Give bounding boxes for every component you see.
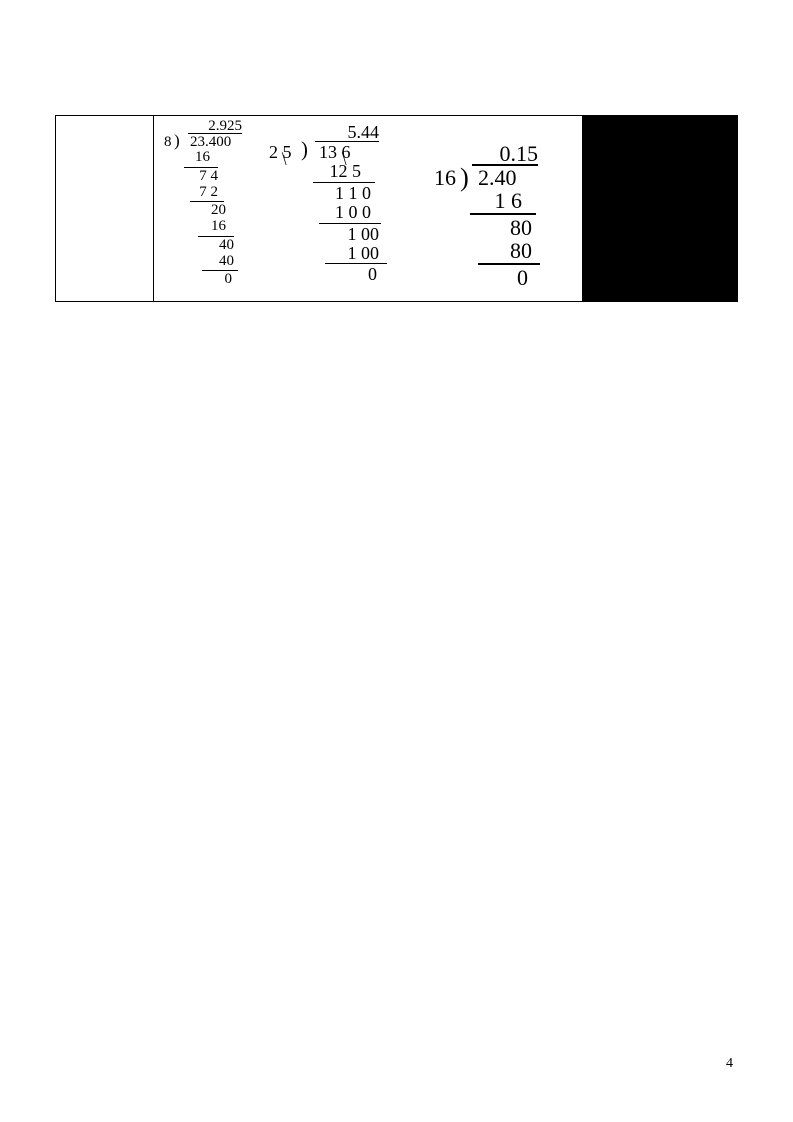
step: 20 (164, 203, 254, 219)
step: 0 (434, 266, 564, 289)
step: 16 (164, 219, 254, 235)
divisor: 8 (164, 134, 172, 151)
step: 0 (269, 265, 409, 284)
table-right-cell: 2.925 8 ) 23.400 16 7 4 7 2 20 16 40 (154, 116, 737, 301)
step: 1 0 0 (269, 203, 409, 222)
division-bracket: ) (174, 131, 180, 151)
division-bracket: ) (460, 162, 469, 193)
long-division-1: 2.925 8 ) 23.400 16 7 4 7 2 20 16 40 (164, 118, 254, 288)
long-division-2: 5.44 2 5 ╲ ) 13 6 ╲ 12 5 1 1 0 1 0 0 1 0… (269, 122, 409, 284)
long-division-3: 0.15 16 ) 2.40 1 6 80 80 0 (434, 141, 564, 289)
step: 80 (434, 239, 564, 262)
step: 40 (164, 254, 254, 270)
step: 1 00 (269, 225, 409, 244)
step: 80 (434, 216, 564, 239)
dividend: 23.400 (190, 134, 231, 151)
dividend: 2.40 (478, 165, 517, 191)
step: 0 (164, 272, 254, 288)
step: 7 4 (164, 169, 254, 185)
worksheet-table: 2.925 8 ) 23.400 16 7 4 7 2 20 16 40 (55, 115, 738, 302)
step: 1 00 (269, 244, 409, 263)
step: 12 5 (269, 162, 409, 181)
divisor: 16 (434, 165, 456, 191)
step: 1 6 (434, 189, 564, 212)
step: 40 (164, 238, 254, 254)
table-left-cell (56, 116, 154, 301)
step: 7 2 (164, 185, 254, 201)
redacted-block (582, 116, 737, 301)
division-bracket: ) (301, 139, 308, 162)
step: 1 1 0 (269, 184, 409, 203)
page-number: 4 (726, 1056, 733, 1072)
quotient: 5.44 (348, 122, 380, 143)
quotient: 2.925 (182, 118, 242, 135)
step: 16 (164, 150, 254, 166)
quotient: 0.15 (500, 141, 539, 167)
